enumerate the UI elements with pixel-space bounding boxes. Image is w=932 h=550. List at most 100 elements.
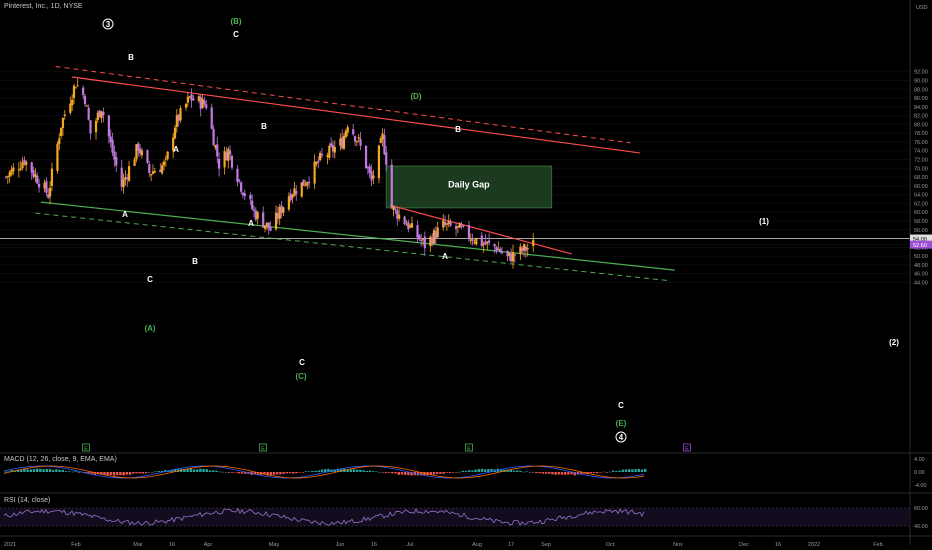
- candle-body: [405, 224, 408, 226]
- price-tick-label: 50.00: [914, 254, 928, 260]
- macd-histogram-bar: [186, 468, 189, 472]
- candle-body: [216, 144, 219, 157]
- candle-body: [100, 111, 103, 119]
- candle-body: [304, 185, 307, 187]
- candle-body: [526, 248, 529, 250]
- macd-histogram-bar: [560, 472, 564, 475]
- candle-body: [289, 193, 292, 201]
- candle-body: [396, 210, 399, 219]
- macd-histogram-bar: [61, 469, 64, 472]
- macd-histogram-bar: [516, 470, 519, 472]
- candle-body: [326, 155, 329, 157]
- wave-label: 4: [619, 433, 624, 442]
- candle-body: [486, 241, 489, 244]
- macd-histogram-bar: [416, 472, 420, 476]
- candle-body: [25, 161, 28, 166]
- macd-histogram-bar: [407, 472, 410, 476]
- candle-body: [353, 136, 357, 142]
- macd-histogram-bar: [202, 468, 205, 472]
- price-tick-label: 48.00: [914, 263, 928, 269]
- macd-histogram-bar: [160, 470, 164, 472]
- candle-body: [383, 135, 386, 155]
- candle-body: [519, 246, 522, 254]
- macd-histogram-bar: [295, 472, 298, 474]
- time-tick-label: 16: [371, 542, 377, 548]
- wave-label: (D): [410, 92, 421, 101]
- macd-histogram-bar: [138, 472, 141, 474]
- candle-body: [484, 241, 487, 245]
- wave-label: (A): [144, 324, 155, 333]
- candle-body: [34, 174, 37, 178]
- candle-body: [4, 176, 8, 178]
- macd-histogram-bar: [637, 468, 640, 472]
- macd-histogram-bar: [599, 472, 602, 473]
- macd-histogram-bar: [151, 472, 154, 473]
- candle-body: [511, 252, 515, 262]
- macd-histogram-bar: [29, 469, 32, 472]
- candle-body: [146, 150, 149, 163]
- macd-histogram-bar: [442, 472, 445, 474]
- event-marker-label: E: [467, 446, 471, 452]
- candle-body: [359, 139, 362, 146]
- macd-histogram-bar: [103, 472, 106, 475]
- time-tick-label: Feb: [873, 542, 882, 548]
- macd-histogram-bar: [279, 472, 282, 475]
- macd-histogram-bar: [234, 472, 237, 473]
- candle-body: [85, 105, 88, 107]
- candle-body: [333, 146, 336, 153]
- macd-histogram-bar: [311, 471, 314, 472]
- candle-body: [436, 227, 439, 238]
- candle-body: [493, 244, 496, 247]
- candle-body: [346, 127, 349, 133]
- candle-body: [251, 200, 254, 209]
- candle-body: [107, 115, 110, 137]
- macd-histogram-bar: [391, 472, 394, 474]
- candle-body: [366, 167, 369, 169]
- candle-body: [74, 87, 77, 89]
- macd-histogram-bar: [58, 469, 61, 472]
- macd-histogram-bar: [55, 469, 58, 472]
- candle-body: [319, 152, 322, 161]
- candle-body: [302, 179, 305, 186]
- candle-body: [262, 212, 265, 228]
- macd-histogram-bar: [183, 468, 186, 472]
- macd-histogram-bar: [333, 469, 336, 472]
- macd-histogram-bar: [474, 469, 477, 472]
- candle-body: [377, 145, 381, 179]
- candle-body: [500, 251, 504, 254]
- candle-body: [111, 139, 114, 153]
- price-tick-label: 90.00: [914, 79, 928, 85]
- macd-histogram-bar: [298, 472, 301, 473]
- candle-body: [467, 225, 471, 239]
- candle-body: [434, 231, 437, 239]
- price-tick-label: 66.00: [914, 184, 928, 190]
- time-tick-label: Apr: [204, 542, 213, 548]
- macd-histogram-bar: [570, 472, 573, 475]
- candle-body: [308, 181, 311, 183]
- macd-histogram-bar: [384, 472, 388, 473]
- candle-body: [447, 220, 450, 224]
- candle-body: [317, 160, 320, 163]
- wave-label: C: [147, 275, 153, 284]
- macd-histogram-bar: [292, 472, 295, 474]
- macd-histogram-bar: [74, 471, 77, 473]
- macd-histogram-bar: [263, 472, 266, 475]
- candle-body: [394, 209, 397, 211]
- price-axis-unit: USD: [916, 5, 928, 11]
- candle-body: [63, 114, 66, 117]
- macd-histogram-bar: [208, 470, 212, 472]
- candle-body: [172, 137, 175, 151]
- event-marker-label: E: [261, 446, 265, 452]
- macd-histogram-bar: [237, 472, 240, 474]
- candle-body: [256, 212, 259, 219]
- candle-body: [473, 242, 476, 244]
- wave-label: B: [128, 53, 134, 62]
- event-marker: [683, 443, 691, 452]
- macd-histogram-bar: [400, 472, 404, 475]
- candle-body: [429, 236, 432, 247]
- macd-histogram-bar: [122, 472, 125, 476]
- macd-histogram-bar: [500, 469, 503, 472]
- macd-histogram-bar: [288, 472, 292, 474]
- macd-histogram-bar: [314, 470, 317, 472]
